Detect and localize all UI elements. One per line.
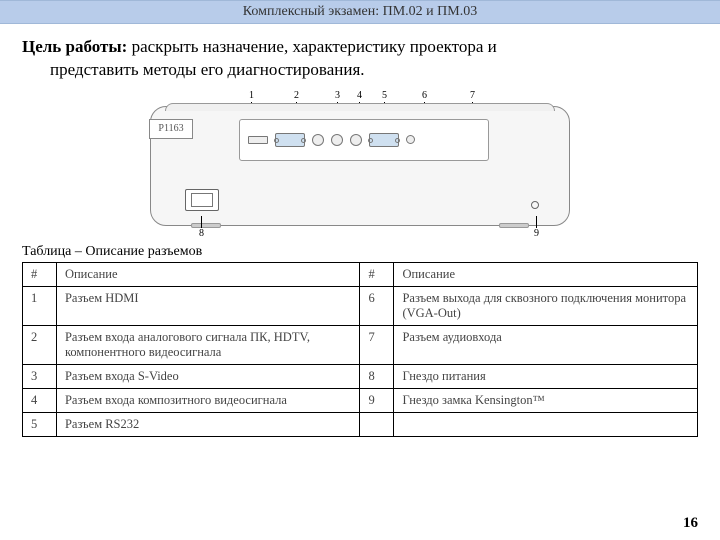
goal-label: Цель работы:	[22, 37, 127, 56]
page-header: Комплексный экзамен: ПМ.02 и ПМ.03	[0, 0, 720, 24]
table-row: 5 Разъем RS232	[23, 412, 698, 436]
connector-panel	[239, 119, 489, 161]
cell-desc: Разъем входа аналогового сигнала ПК, HDT…	[56, 325, 360, 364]
table-caption: Таблица – Описание разъемов	[22, 244, 698, 260]
rs232-port-icon	[350, 134, 362, 146]
projector-body: P1163	[150, 106, 570, 226]
cell-num: 8	[360, 364, 394, 388]
callout-5: 5	[382, 90, 387, 101]
table-row: 3 Разъем входа S-Video 8 Гнездо питания	[23, 364, 698, 388]
cell-desc: Разъем входа S-Video	[56, 364, 360, 388]
power-socket-icon	[185, 189, 219, 211]
table-row: 2 Разъем входа аналогового сигнала ПК, H…	[23, 325, 698, 364]
cell-desc: Разъем выхода для сквозного подключения …	[394, 286, 698, 325]
projector-diagram: 1 2 3 4 5 6 7 P1163	[150, 90, 570, 240]
callout-3: 3	[335, 90, 340, 101]
hdmi-port-icon	[248, 136, 268, 144]
callout-9: 9	[534, 228, 539, 239]
composite-port-icon	[331, 134, 343, 146]
connectors-table: # Описание # Описание 1 Разъем HDMI 6 Ра…	[22, 262, 698, 437]
cell-desc: Гнездо питания	[394, 364, 698, 388]
cell-num: 9	[360, 388, 394, 412]
cell-desc	[394, 412, 698, 436]
cell-num: 2	[23, 325, 57, 364]
callout-4: 4	[357, 90, 362, 101]
cell-num: 3	[23, 364, 57, 388]
goal-text-2: представить методы его диагностирования.	[22, 60, 365, 79]
callout-8: 8	[199, 228, 204, 239]
vga-in-port-icon	[275, 133, 305, 147]
cell-desc: Разъем RS232	[56, 412, 360, 436]
col-header-desc-right: Описание	[394, 262, 698, 286]
callout-7: 7	[470, 90, 475, 101]
header-title: Комплексный экзамен: ПМ.02 и ПМ.03	[243, 4, 477, 19]
cell-num: 1	[23, 286, 57, 325]
cell-desc: Разъем аудиовхода	[394, 325, 698, 364]
col-header-num-right: #	[360, 262, 394, 286]
callout-2: 2	[294, 90, 299, 101]
svideo-port-icon	[312, 134, 324, 146]
table-row: 1 Разъем HDMI 6 Разъем выхода для сквозн…	[23, 286, 698, 325]
cell-num	[360, 412, 394, 436]
cell-desc: Разъем входа композитного видеосигнала	[56, 388, 360, 412]
goal-paragraph: Цель работы: раскрыть назначение, характ…	[22, 36, 698, 82]
cell-num: 7	[360, 325, 394, 364]
callout-1: 1	[249, 90, 254, 101]
col-header-desc-left: Описание	[56, 262, 360, 286]
table-header-row: # Описание # Описание	[23, 262, 698, 286]
page-number: 16	[683, 515, 698, 532]
model-badge: P1163	[149, 119, 193, 139]
cell-desc: Разъем HDMI	[56, 286, 360, 325]
table-row: 4 Разъем входа композитного видеосигнала…	[23, 388, 698, 412]
goal-text-1: раскрыть назначение, характеристику прое…	[127, 37, 496, 56]
callout-6: 6	[422, 90, 427, 101]
cell-num: 6	[360, 286, 394, 325]
content-area: Цель работы: раскрыть назначение, характ…	[0, 24, 720, 437]
vga-out-port-icon	[369, 133, 399, 147]
callouts-bottom: 8 9	[150, 226, 570, 240]
audio-jack-icon	[406, 135, 415, 144]
kensington-lock-icon	[531, 201, 539, 209]
cell-num: 5	[23, 412, 57, 436]
cell-num: 4	[23, 388, 57, 412]
col-header-num-left: #	[23, 262, 57, 286]
cell-desc: Гнездо замка Kensington™	[394, 388, 698, 412]
